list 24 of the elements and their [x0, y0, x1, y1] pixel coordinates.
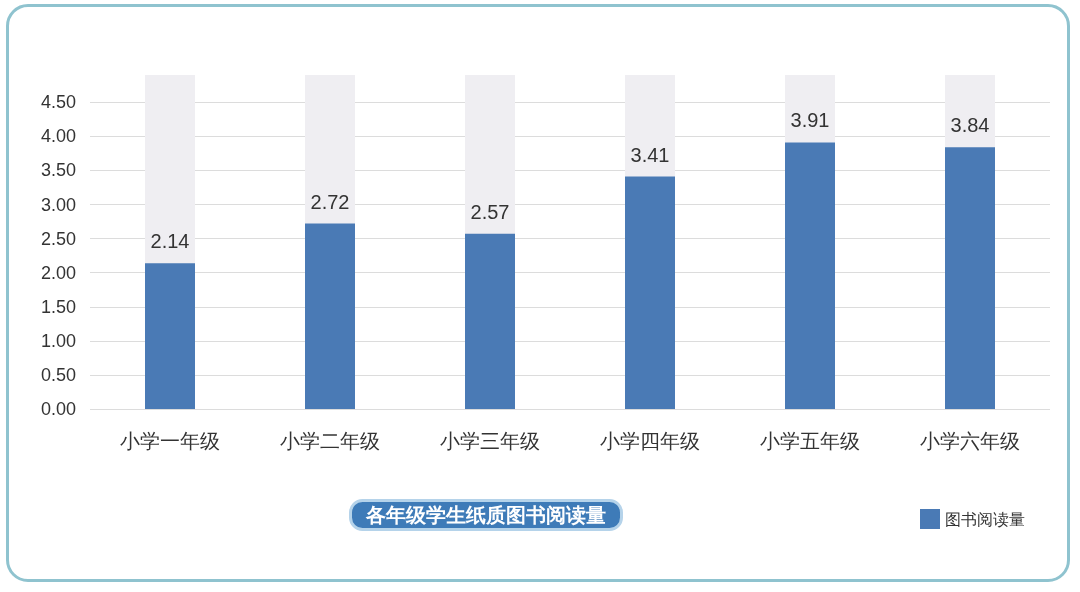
y-tick-label: 4.50 [40, 92, 76, 113]
y-tick-label: 0.00 [40, 399, 76, 419]
data-label: 2.57 [470, 200, 510, 223]
x-tick-label: 小学六年级 [920, 429, 1020, 453]
x-tick-label: 小学三年级 [440, 429, 540, 453]
data-label: 2.72 [310, 190, 350, 213]
data-label: 3.84 [950, 114, 990, 137]
legend-label: 图书阅读量 [945, 509, 1025, 529]
x-tick-label: 小学五年级 [760, 429, 860, 453]
y-tick-label: 3.50 [40, 160, 76, 181]
y-tick-label: 1.00 [40, 330, 76, 351]
y-tick-label: 2.00 [40, 262, 76, 283]
data-label: 2.14 [150, 230, 190, 253]
x-tick-label: 小学一年级 [120, 429, 220, 453]
data-label: 3.41 [630, 143, 670, 166]
data-label: 3.91 [790, 109, 830, 132]
x-tick-label: 小学四年级 [600, 429, 700, 453]
y-tick-label: 3.00 [40, 194, 76, 215]
x-tick-label: 小学二年级 [280, 429, 380, 453]
y-tick-label: 2.50 [40, 228, 76, 249]
y-tick-label: 0.50 [40, 364, 76, 385]
y-tick-label: 4.00 [40, 126, 76, 147]
y-tick-label: 1.50 [40, 296, 76, 317]
text: 各年级学生纸质图书阅读量 [365, 503, 606, 527]
